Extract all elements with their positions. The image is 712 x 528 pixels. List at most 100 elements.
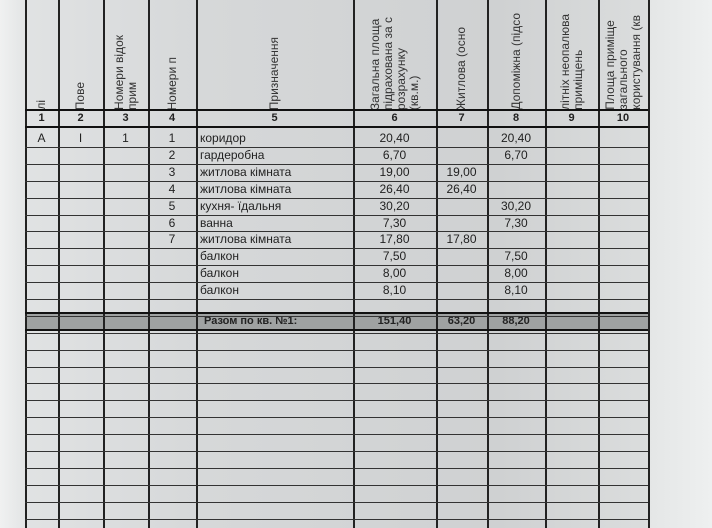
column-divider xyxy=(436,0,438,528)
column-number: 7 xyxy=(458,112,465,124)
cell-c4: 1 xyxy=(168,131,176,145)
row-divider xyxy=(25,198,648,199)
summary-row-background xyxy=(25,313,648,329)
cell-c4: 5 xyxy=(168,198,176,213)
cell-aux: 30,20 xyxy=(500,198,532,213)
row-divider xyxy=(25,147,648,148)
cell-c1: A xyxy=(37,131,46,145)
column-divider xyxy=(148,0,150,528)
page-margin xyxy=(648,0,712,528)
row-divider xyxy=(25,164,648,165)
summary-bottom xyxy=(25,329,648,331)
cell-c4 xyxy=(148,282,196,299)
header-divider xyxy=(25,109,648,111)
cell-c2 xyxy=(58,181,103,198)
cell-c3 xyxy=(103,181,148,198)
row-divider xyxy=(25,333,648,334)
cell-name: балкон xyxy=(200,249,239,264)
column-divider xyxy=(487,0,489,528)
cell-c2 xyxy=(58,164,103,181)
cell-total: 7,50 xyxy=(382,249,407,264)
row-divider xyxy=(25,400,648,401)
column-header: Пове xyxy=(58,0,103,110)
column-header-text: Допоміжна (підсо xyxy=(508,13,523,110)
row-divider xyxy=(25,502,648,503)
cell-c1 xyxy=(25,164,58,181)
row-divider xyxy=(25,367,648,368)
cell-living xyxy=(436,198,487,215)
cell-aux: 7,50 xyxy=(504,249,528,264)
cell-name: гардеробна xyxy=(200,147,265,162)
cell-aux: 7,30 xyxy=(504,215,528,230)
cell-c3 xyxy=(103,198,148,215)
summary-total: 151,40 xyxy=(377,315,412,327)
cell-total: 8,00 xyxy=(382,266,407,281)
column-number: 9 xyxy=(568,112,575,124)
cell-name: житлова кімната xyxy=(200,232,292,247)
summary-label: Разом по кв. №1: xyxy=(204,315,298,327)
cell-total: 7,30 xyxy=(382,215,407,230)
column-number: 1 xyxy=(38,112,45,124)
column-number: 3 xyxy=(122,112,129,124)
column-header-text: Номери п xyxy=(164,56,179,110)
cell-total: 17,80 xyxy=(379,232,410,247)
cell-living xyxy=(436,248,487,265)
row-divider xyxy=(25,231,648,232)
cell-name: кухня- їдальня xyxy=(200,198,282,213)
cell-aux xyxy=(487,181,545,198)
cell-c2 xyxy=(58,147,103,164)
column-header-text: літніх неопалюва приміщень xyxy=(557,14,585,110)
cell-c4: 7 xyxy=(168,232,176,247)
column-number: 10 xyxy=(616,112,630,124)
cell-aux: 8,00 xyxy=(504,266,528,281)
cell-total: 8,10 xyxy=(382,283,407,298)
column-number: 5 xyxy=(271,112,278,124)
row-divider xyxy=(25,265,648,266)
cell-c2: I xyxy=(78,131,83,145)
number-row-divider xyxy=(25,126,648,128)
column-divider xyxy=(545,0,547,528)
cell-living: 19,00 xyxy=(446,164,477,179)
cell-c4: 3 xyxy=(168,164,176,179)
cell-c2 xyxy=(58,248,103,265)
cell-c3 xyxy=(103,231,148,248)
cell-c3 xyxy=(103,265,148,282)
column-header-text: Пове xyxy=(73,81,87,110)
row-divider xyxy=(25,485,648,486)
cell-living xyxy=(436,282,487,299)
column-header: Призначення xyxy=(196,0,353,110)
column-header-text: Призначення xyxy=(267,36,281,110)
column-number: 6 xyxy=(391,112,398,124)
row-divider xyxy=(25,299,648,300)
row-divider xyxy=(25,350,648,351)
summary-top xyxy=(25,312,648,314)
summary-living: 63,20 xyxy=(447,315,476,327)
cell-c1 xyxy=(25,265,58,282)
cell-c3: 1 xyxy=(122,131,129,145)
cell-name: коридор xyxy=(200,131,246,145)
column-number: 8 xyxy=(512,112,520,124)
cell-c2 xyxy=(58,265,103,282)
cell-c2 xyxy=(58,231,103,248)
cell-c4: 4 xyxy=(168,181,176,196)
column-divider xyxy=(58,0,60,528)
cell-c2 xyxy=(58,282,103,299)
cell-living xyxy=(436,265,487,282)
cell-living: 26,40 xyxy=(446,181,477,196)
cell-living: 17,80 xyxy=(446,232,477,247)
cell-aux: 8,10 xyxy=(504,283,528,298)
cell-aux: 20,40 xyxy=(500,131,532,145)
column-header-text: Номери відок прим xyxy=(111,35,139,110)
column-divider xyxy=(598,0,600,528)
cell-name: ванна xyxy=(200,215,233,230)
cell-total: 26,40 xyxy=(379,181,410,196)
column-header: Загальна площа підрахована за с розрахун… xyxy=(353,0,436,110)
cell-name: житлова кімната xyxy=(200,181,292,196)
cell-c1 xyxy=(25,215,58,232)
cell-c1 xyxy=(25,181,58,198)
column-header: Житлова (осно xyxy=(436,0,487,110)
column-number: 4 xyxy=(168,112,176,124)
column-header-text: Житлова (осно xyxy=(454,26,468,110)
row-divider xyxy=(25,383,648,384)
